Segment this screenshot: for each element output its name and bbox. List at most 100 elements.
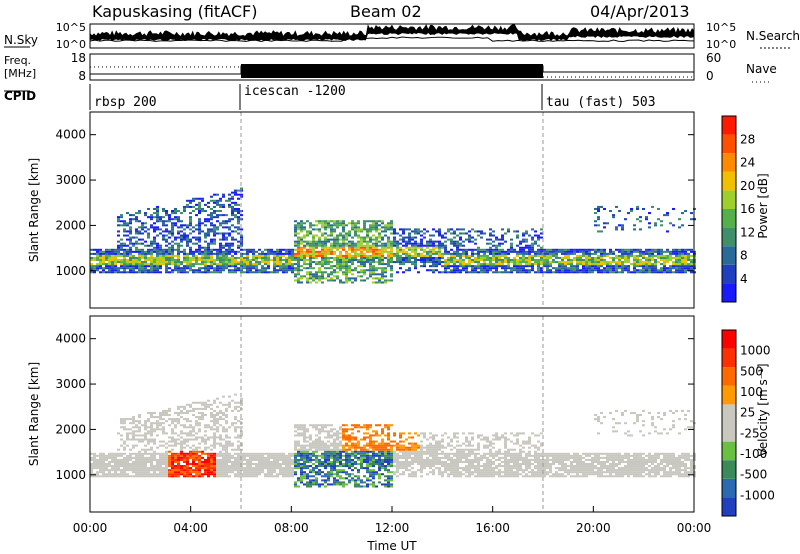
heat-cell [579, 263, 582, 266]
heat-cell [657, 218, 660, 221]
heat-cell [261, 259, 264, 262]
heat-cell [291, 269, 294, 272]
heat-cell [93, 271, 96, 274]
heat-cell [615, 205, 618, 208]
heat-cell [219, 203, 222, 206]
heat-cell [192, 444, 195, 447]
heat-cell [180, 230, 183, 233]
heat-cell [144, 261, 147, 264]
heat-cell [282, 454, 285, 457]
heat-cell [150, 261, 153, 264]
heat-cell [651, 250, 654, 253]
heat-cell [459, 228, 462, 231]
heat-cell [315, 442, 318, 445]
heat-cell [321, 220, 324, 223]
heat-cell [252, 248, 255, 251]
heat-cell [252, 254, 255, 257]
heat-cell [522, 240, 525, 243]
heat-cell [351, 450, 354, 453]
heat-cell [342, 444, 345, 447]
heat-cell [117, 269, 120, 272]
heat-cell [231, 471, 234, 474]
beam-title: Beam 02 [350, 2, 422, 21]
heat-cell [168, 458, 171, 461]
heat-cell [135, 267, 138, 270]
heat-cell [315, 428, 318, 431]
heat-cell [327, 263, 330, 266]
heat-cell [315, 281, 318, 284]
heat-cell [219, 438, 222, 441]
heat-cell [96, 254, 99, 257]
heat-cell [246, 460, 249, 463]
heat-cell [159, 244, 162, 247]
heat-cell [435, 230, 438, 233]
heat-cell [102, 269, 105, 272]
cpid-panel: CPID rbsp 200 icescan -1200 tau (fast) 5… [4, 84, 656, 110]
heat-cell [657, 254, 660, 257]
heat-cell [585, 254, 588, 257]
heat-cell [180, 224, 183, 227]
heat-cell [609, 261, 612, 264]
heat-cell [525, 232, 528, 235]
heat-cell [234, 216, 237, 219]
heat-cell [189, 269, 192, 272]
heat-cell [300, 220, 303, 223]
heat-cell [177, 463, 180, 466]
heat-cell [228, 269, 231, 272]
heat-cell [210, 254, 213, 257]
heat-cell [339, 254, 342, 257]
heat-cell [138, 265, 141, 268]
heat-cell [141, 222, 144, 225]
heat-cell [495, 259, 498, 262]
heat-cell [399, 246, 402, 249]
heat-cell [636, 263, 639, 266]
heat-cell [198, 246, 201, 249]
heat-cell [303, 434, 306, 437]
heat-cell [444, 265, 447, 268]
heat-cell [369, 259, 372, 262]
heat-cell [447, 228, 450, 231]
heat-cell [204, 473, 207, 476]
heat-cell [159, 220, 162, 223]
heat-cell [357, 261, 360, 264]
heat-cell [678, 271, 681, 274]
heat-cell [417, 254, 420, 257]
heat-cell [369, 236, 372, 239]
heat-cell [375, 248, 378, 251]
heat-cell [363, 244, 366, 247]
heat-cell [288, 460, 291, 463]
heat-cell [189, 232, 192, 235]
heat-cell [147, 469, 150, 472]
heat-cell [552, 271, 555, 274]
heat-cell [381, 267, 384, 270]
heat-cell [279, 454, 282, 457]
heat-cell [348, 234, 351, 237]
heat-cell [264, 267, 267, 270]
heat-cell [114, 269, 117, 272]
heat-cell [267, 263, 270, 266]
heat-cell [366, 483, 369, 486]
heat-cell [588, 271, 591, 274]
heat-cell [258, 254, 261, 257]
heat-cell [126, 469, 129, 472]
heat-cell [141, 467, 144, 470]
heat-cell [648, 212, 651, 215]
heat-cell [327, 463, 330, 466]
heat-cell [168, 248, 171, 251]
heat-cell [345, 224, 348, 227]
heat-cell [573, 267, 576, 270]
heat-cell [162, 210, 165, 213]
heat-cell [111, 269, 114, 272]
heat-cell [648, 250, 651, 253]
heat-cell [180, 238, 183, 241]
heat-cell [285, 250, 288, 253]
heat-cell [294, 430, 297, 433]
heat-cell [483, 232, 486, 235]
heat-cell [114, 473, 117, 476]
heat-cell [228, 460, 231, 463]
heat-cell [582, 248, 585, 251]
heat-cell [111, 267, 114, 270]
heat-cell [297, 252, 300, 255]
heat-cell [582, 267, 585, 270]
heat-cell [165, 224, 168, 227]
